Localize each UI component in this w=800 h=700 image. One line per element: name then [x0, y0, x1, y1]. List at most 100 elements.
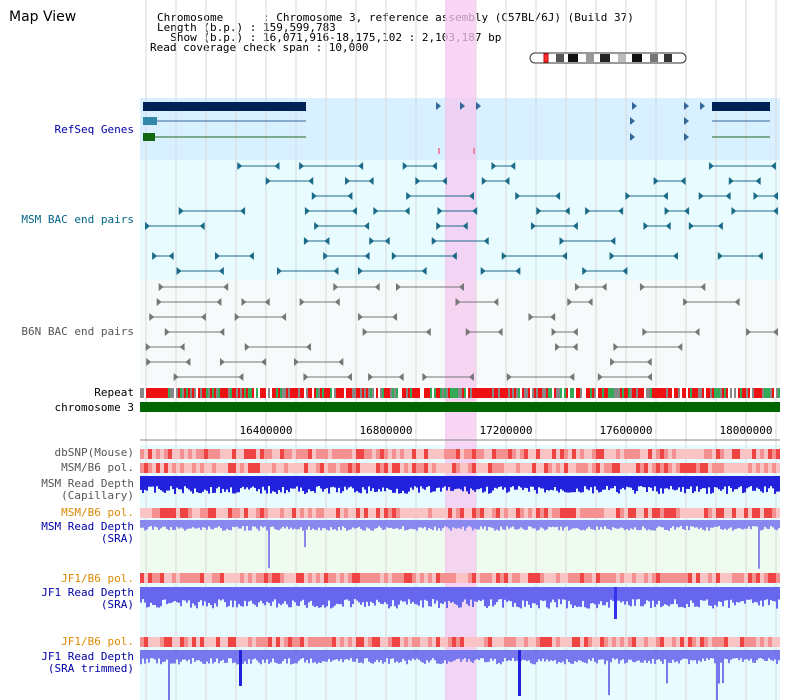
repeat-segment: [480, 388, 482, 398]
pol-heat-cell: [288, 449, 292, 459]
depth-bar: [514, 476, 516, 490]
depth-bar: [468, 476, 470, 494]
track-label-chromosome[interactable]: chromosome 3: [54, 401, 134, 414]
pol-heat-cell: [596, 508, 600, 518]
depth-bar: [296, 650, 298, 664]
pol-heat-cell: [480, 637, 484, 647]
pol-heat-cell: [324, 508, 328, 518]
track-label-repeat[interactable]: Repeat: [94, 386, 134, 399]
polymorphism-heat-tracks[interactable]: [140, 449, 780, 647]
track-label-dbsnp[interactable]: dbSNP(Mouse): [54, 446, 134, 459]
depth-bar: [352, 650, 354, 662]
pol-heat-cell: [444, 463, 448, 473]
pol-heat-cell: [768, 508, 772, 518]
repeat-segment: [214, 388, 216, 398]
repeat-segment: [490, 388, 492, 398]
depth-bar: [536, 650, 538, 663]
depth-bar: [742, 476, 744, 494]
pol-heat-cell: [612, 449, 616, 459]
depth-bar: [256, 650, 258, 661]
pol-heat-cell: [552, 573, 556, 583]
track-label-refseq[interactable]: RefSeq Genes: [54, 123, 134, 136]
pol-heat-cell: [764, 573, 768, 583]
pol-heat-cell: [420, 449, 424, 459]
depth-bar: [328, 476, 330, 494]
pol-heat-cell: [364, 637, 368, 647]
depth-bar: [732, 650, 734, 659]
depth-bar: [518, 476, 520, 487]
pol-heat-cell: [440, 449, 444, 459]
msm-bac-pair-end: [572, 222, 578, 230]
pol-heat-cell: [752, 463, 756, 473]
depth-bar: [178, 650, 180, 665]
depth-bar: [346, 476, 348, 490]
repeat-segment: [734, 388, 736, 398]
depth-bar: [418, 476, 420, 493]
track-label-jf1-depth-sra[interactable]: JF1 Read Depth (SRA): [41, 586, 134, 611]
repeat-track[interactable]: [140, 388, 780, 398]
repeat-segment: [282, 388, 284, 398]
track-label-msm-b6-pol[interactable]: MSM/B6 pol.: [61, 461, 134, 474]
pol-heat-cell: [384, 463, 388, 473]
refseq-features[interactable]: [143, 102, 770, 154]
pol-heat-cell: [236, 573, 240, 583]
pol-heat-cell: [284, 573, 288, 583]
pol-heat-cell: [456, 508, 460, 518]
depth-bar: [376, 650, 378, 660]
repeat-segment: [558, 388, 560, 398]
depth-bar: [338, 520, 340, 527]
read-depth-tracks[interactable]: [140, 476, 780, 700]
pol-heat-cell: [584, 637, 588, 647]
depth-bar: [302, 587, 304, 600]
pol-heat-cell: [340, 449, 344, 459]
b6n-bac-features[interactable]: [145, 283, 778, 381]
depth-bar: [402, 587, 404, 602]
b6n-bac-pair-end: [455, 298, 461, 306]
depth-bar: [344, 476, 346, 487]
depth-bar: [324, 650, 326, 662]
depth-bar: [284, 650, 286, 659]
depth-bar: [274, 520, 276, 529]
track-label-b6n-bac[interactable]: B6N BAC end pairs: [21, 325, 134, 338]
pol-heat-cell: [276, 449, 280, 459]
track-label-msm-bac[interactable]: MSM BAC end pairs: [21, 213, 134, 226]
pol-heat-cell: [460, 637, 464, 647]
refseq-gene-marker: [684, 117, 689, 125]
msm-bac-features[interactable]: [145, 162, 778, 275]
pol-heat-cell: [232, 637, 236, 647]
depth-bar: [254, 587, 256, 605]
pol-heat-cell: [432, 637, 436, 647]
depth-bar: [182, 587, 184, 601]
selection-highlight[interactable]: [445, 0, 476, 700]
depth-bar: [358, 476, 360, 493]
pol-heat-cell: [176, 449, 180, 459]
pol-heat-cell: [544, 508, 548, 518]
chromosome-bar[interactable]: [140, 402, 780, 412]
track-label-jf1-depth-trimmed[interactable]: JF1 Read Depth (SRA trimmed): [41, 650, 134, 675]
pol-heat-cell: [336, 463, 340, 473]
repeat-segment: [376, 388, 378, 398]
pol-heat-cell: [552, 463, 556, 473]
pol-heat-cell: [216, 508, 220, 518]
track-label-msm-b6-pol-2[interactable]: MSM/B6 pol.: [61, 506, 134, 519]
depth-bar: [498, 520, 500, 531]
track-label-msm-depth-sra[interactable]: MSM Read Depth (SRA): [41, 520, 134, 545]
depth-bar: [654, 587, 656, 607]
track-label-jf1-b6-pol[interactable]: JF1/B6 pol.: [61, 572, 134, 585]
msm-bac-pair-end: [441, 177, 447, 185]
depth-bar: [682, 476, 684, 487]
chromosome-ideogram[interactable]: [529, 52, 687, 64]
depth-bar: [688, 520, 690, 531]
depth-bar: [692, 650, 694, 661]
repeat-segment: [694, 388, 696, 398]
pol-heat-cell: [424, 463, 428, 473]
depth-bar: [472, 520, 474, 531]
depth-bar: [726, 587, 728, 601]
track-label-jf1-b6-pol-2[interactable]: JF1/B6 pol.: [61, 635, 134, 648]
depth-bar: [764, 587, 766, 601]
track-label-msm-depth-capillary[interactable]: MSM Read Depth (Capillary): [41, 477, 134, 502]
repeat-segment: [424, 388, 426, 398]
pol-heat-cell: [248, 573, 252, 583]
depth-bar: [586, 520, 588, 529]
